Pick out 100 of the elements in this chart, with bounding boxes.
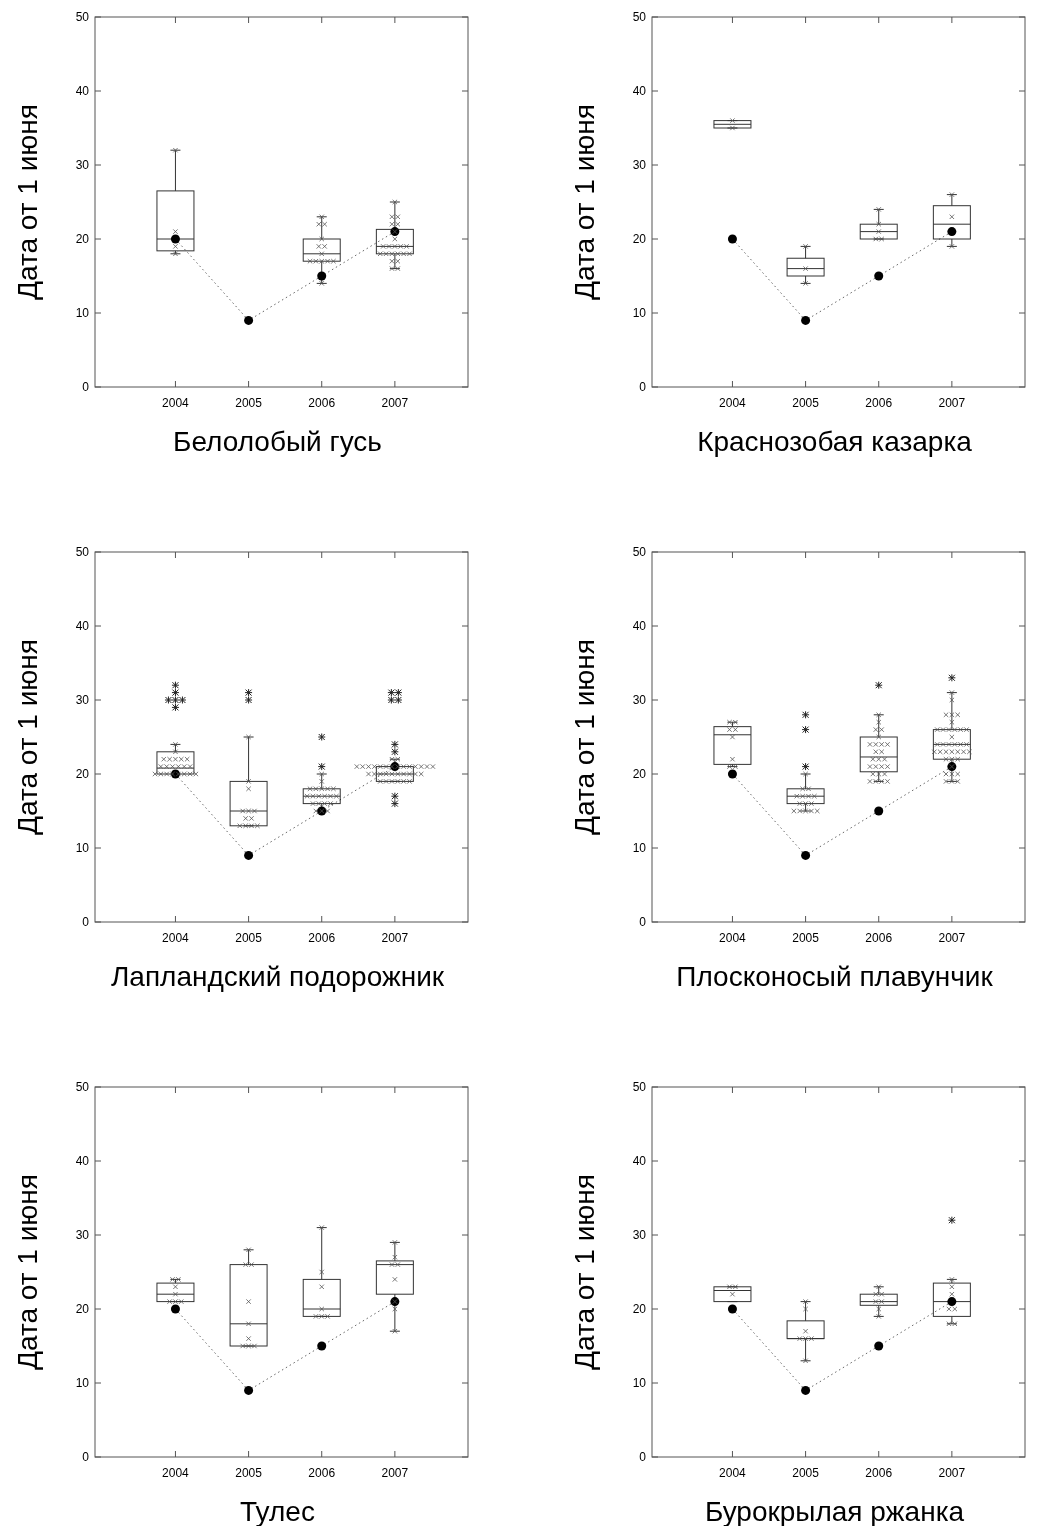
y-tick-label: 0 xyxy=(82,380,90,395)
y-tick-label: 50 xyxy=(632,10,647,25)
y-tick-label: 50 xyxy=(632,1080,647,1095)
point xyxy=(319,251,325,257)
y-tick-label: 20 xyxy=(75,767,90,782)
point xyxy=(801,1385,811,1395)
point xyxy=(802,266,809,272)
x-tick-label: 2006 xyxy=(308,1466,336,1480)
y-tick-label: 50 xyxy=(75,10,90,25)
x-axis-title: Лапландский подорожник xyxy=(110,961,445,992)
x-tick-label: 2004 xyxy=(719,931,747,945)
y-tick-label: 40 xyxy=(75,84,90,99)
point xyxy=(874,271,884,281)
point xyxy=(170,234,180,244)
point xyxy=(801,315,811,325)
point xyxy=(949,1291,955,1297)
x-tick-label: 2007 xyxy=(381,931,409,945)
point xyxy=(319,1306,325,1312)
point xyxy=(727,769,737,779)
x-tick-label: 2006 xyxy=(865,396,893,410)
x-tick-label: 2006 xyxy=(308,396,336,410)
x-tick-label: 2006 xyxy=(308,931,336,945)
y-tick-label: 0 xyxy=(639,380,647,395)
point xyxy=(245,1321,252,1327)
y-tick-label: 40 xyxy=(632,1154,647,1169)
x-tick-label: 2007 xyxy=(381,396,409,410)
y-tick-label: 10 xyxy=(75,841,90,856)
point xyxy=(876,229,882,235)
x-tick-label: 2005 xyxy=(235,931,263,945)
y-tick-label: 40 xyxy=(75,619,90,634)
y-tick-label: 0 xyxy=(82,915,90,930)
point xyxy=(244,850,254,860)
x-tick-label: 2005 xyxy=(792,931,820,945)
y-tick-label: 10 xyxy=(632,1376,647,1391)
x-tick-label: 2006 xyxy=(865,1466,893,1480)
y-tick-label: 10 xyxy=(75,306,90,321)
y-tick-label: 30 xyxy=(632,1228,647,1243)
y-tick-label: 20 xyxy=(632,232,647,247)
point xyxy=(392,236,398,242)
x-tick-label: 2005 xyxy=(235,1466,263,1480)
x-tick-label: 2004 xyxy=(162,931,190,945)
y-tick-label: 0 xyxy=(639,1450,647,1465)
point xyxy=(172,1284,179,1290)
x-tick-label: 2006 xyxy=(865,931,893,945)
y-axis-title: Дата от 1 июня xyxy=(569,104,600,300)
point xyxy=(876,1306,882,1312)
point xyxy=(392,1276,398,1282)
y-tick-label: 20 xyxy=(75,1302,90,1317)
y-axis-title: Дата от 1 июня xyxy=(569,639,600,835)
y-tick-label: 20 xyxy=(75,232,90,247)
point xyxy=(874,1341,884,1351)
y-tick-label: 0 xyxy=(82,1450,90,1465)
point xyxy=(244,315,254,325)
point xyxy=(172,243,179,249)
y-axis-title: Дата от 1 июня xyxy=(12,1174,43,1370)
x-tick-label: 2007 xyxy=(938,1466,966,1480)
y-tick-label: 50 xyxy=(75,545,90,560)
x-tick-label: 2004 xyxy=(162,1466,190,1480)
x-tick-label: 2007 xyxy=(381,1466,409,1480)
y-tick-label: 0 xyxy=(639,915,647,930)
point xyxy=(802,1328,809,1334)
x-axis-title: Тулес xyxy=(240,1496,315,1526)
x-tick-label: 2004 xyxy=(719,1466,747,1480)
x-axis-title: Краснозобая казарка xyxy=(697,426,973,457)
y-tick-label: 40 xyxy=(75,1154,90,1169)
y-tick-label: 30 xyxy=(75,158,90,173)
point xyxy=(172,229,179,235)
y-tick-label: 30 xyxy=(75,1228,90,1243)
y-axis-title: Дата от 1 июня xyxy=(12,639,43,835)
x-tick-label: 2005 xyxy=(792,1466,820,1480)
point xyxy=(392,1254,398,1260)
y-tick-label: 10 xyxy=(632,306,647,321)
y-tick-label: 20 xyxy=(632,1302,647,1317)
x-axis-title: Белолобый гусь xyxy=(173,426,382,457)
y-tick-label: 20 xyxy=(632,767,647,782)
point xyxy=(319,236,325,242)
point xyxy=(874,806,884,816)
point xyxy=(244,1385,254,1395)
x-axis-title: Плосконосый плавунчик xyxy=(676,961,994,992)
x-tick-label: 2005 xyxy=(792,396,820,410)
y-tick-label: 50 xyxy=(75,1080,90,1095)
point xyxy=(170,1304,180,1314)
y-tick-label: 30 xyxy=(75,693,90,708)
point xyxy=(947,227,957,237)
point xyxy=(949,1284,955,1290)
point xyxy=(245,1336,252,1342)
y-tick-label: 30 xyxy=(632,158,647,173)
y-axis-title: Дата от 1 июня xyxy=(12,104,43,300)
y-tick-label: 40 xyxy=(632,619,647,634)
x-tick-label: 2007 xyxy=(938,931,966,945)
y-axis-title: Дата от 1 июня xyxy=(569,1174,600,1370)
point xyxy=(876,221,882,227)
y-tick-label: 10 xyxy=(75,1376,90,1391)
point xyxy=(949,214,955,220)
point xyxy=(319,1284,325,1290)
point xyxy=(729,1291,736,1297)
point xyxy=(317,1341,327,1351)
point xyxy=(172,1291,179,1297)
y-tick-label: 50 xyxy=(632,545,647,560)
point xyxy=(727,234,737,244)
